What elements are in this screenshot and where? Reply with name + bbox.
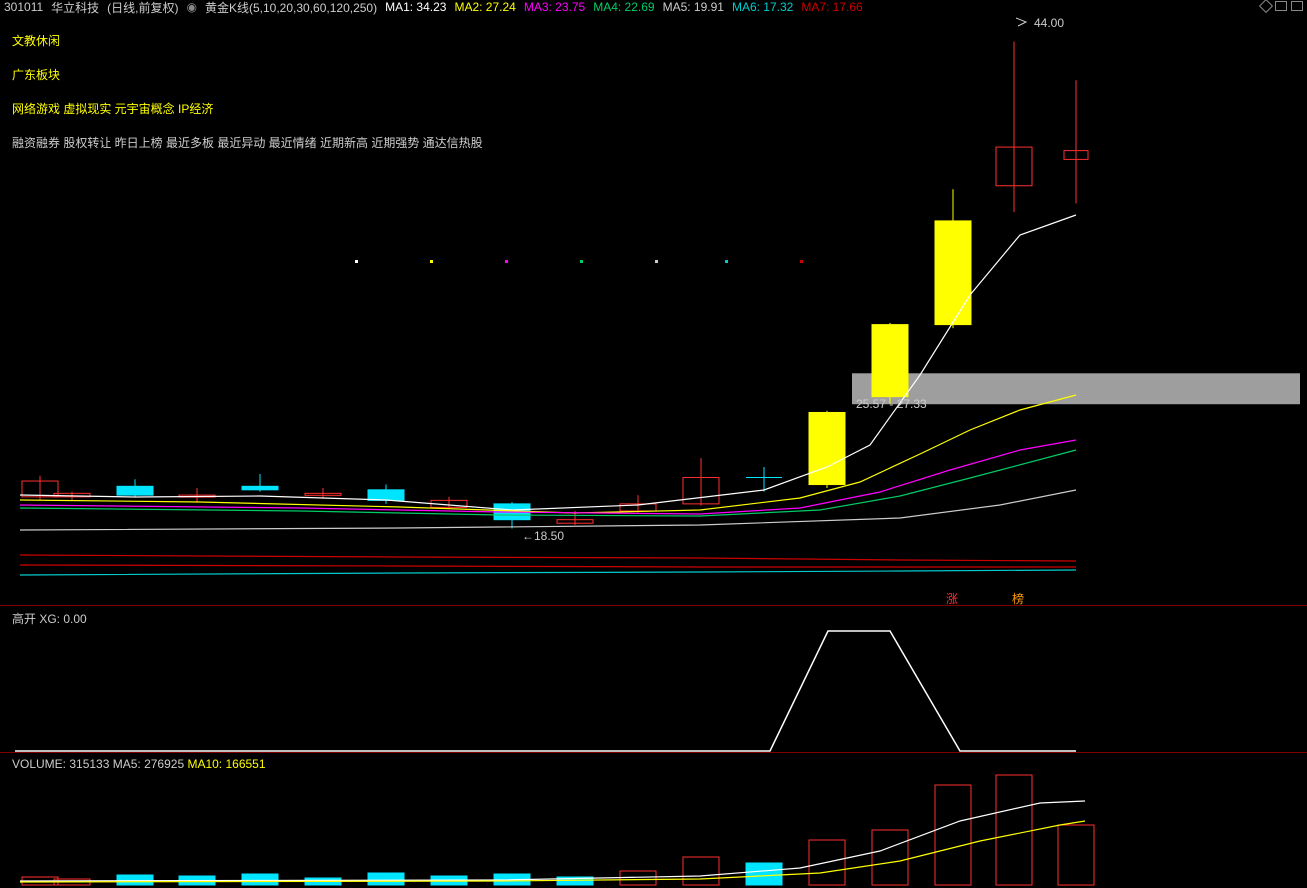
candle-body — [935, 221, 971, 325]
ma-line — [20, 440, 1076, 514]
price-low-label: ←18.50 — [522, 529, 564, 543]
cycle-dot — [355, 260, 358, 263]
volume-ma-line — [20, 801, 1085, 881]
volume-panel[interactable]: VOLUME: 315133 MA5: 276925 MA10: 166551 — [0, 752, 1307, 887]
indicator-line — [15, 631, 1076, 751]
cycle-dot — [725, 260, 728, 263]
volume-bar — [242, 874, 278, 885]
candle-body — [242, 486, 278, 490]
marker-bang: 榜 — [1012, 591, 1024, 605]
cycle-dot — [505, 260, 508, 263]
marker-zhang: 涨 — [946, 591, 958, 605]
ma-line — [20, 395, 1076, 513]
volume-bar — [872, 830, 908, 885]
zone-label: 25.57 - 27.33 — [856, 397, 927, 411]
volume-bar — [746, 863, 782, 885]
price-high-label: 44.00 — [1034, 16, 1064, 30]
ma-line — [20, 565, 1076, 567]
cycle-dot — [430, 260, 433, 263]
ma-line — [20, 555, 1076, 561]
volume-bar — [996, 775, 1032, 885]
candle-body — [368, 490, 404, 501]
cycle-dot — [800, 260, 803, 263]
candlestick-chart[interactable]: 44.00 ←18.50 25.57 - 27.33 涨 榜 — [0, 0, 1307, 605]
arrow-icon — [1016, 18, 1026, 26]
candle-body — [809, 412, 845, 484]
candle-body — [872, 325, 908, 397]
ma-line — [20, 215, 1076, 510]
volume-bar — [117, 875, 153, 885]
ma-line — [20, 570, 1076, 575]
candle-body — [117, 486, 153, 495]
cycle-dot — [580, 260, 583, 263]
volume-bar — [683, 857, 719, 885]
volume-ma-line — [20, 821, 1085, 882]
volume-bar — [935, 785, 971, 885]
cycle-dot — [655, 260, 658, 263]
volume-bar — [368, 873, 404, 885]
indicator-panel-1[interactable]: 高开 XG: 0.00 — [0, 605, 1307, 752]
volume-bar — [1058, 825, 1094, 885]
